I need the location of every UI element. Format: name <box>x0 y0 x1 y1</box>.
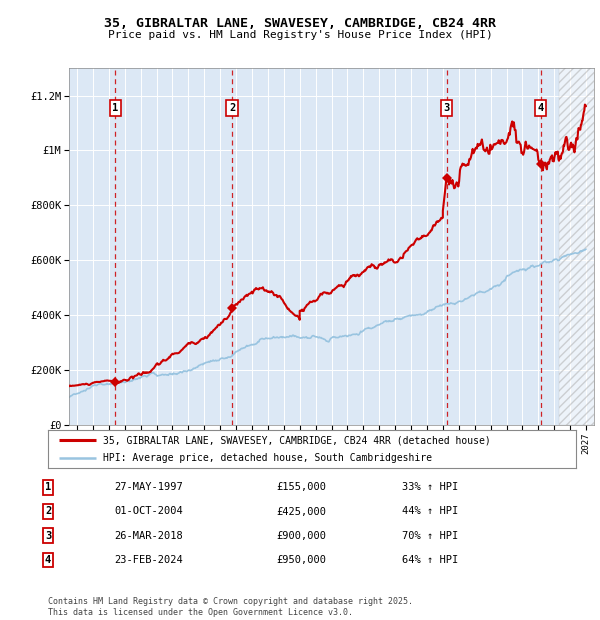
Text: 70% ↑ HPI: 70% ↑ HPI <box>402 531 458 541</box>
Text: 64% ↑ HPI: 64% ↑ HPI <box>402 555 458 565</box>
Text: 33% ↑ HPI: 33% ↑ HPI <box>402 482 458 492</box>
Bar <box>559 68 600 425</box>
Text: 1: 1 <box>45 482 51 492</box>
Text: 35, GIBRALTAR LANE, SWAVESEY, CAMBRIDGE, CB24 4RR: 35, GIBRALTAR LANE, SWAVESEY, CAMBRIDGE,… <box>104 17 496 30</box>
Text: 2: 2 <box>45 507 51 516</box>
Text: 23-FEB-2024: 23-FEB-2024 <box>114 555 183 565</box>
Text: Contains HM Land Registry data © Crown copyright and database right 2025.
This d: Contains HM Land Registry data © Crown c… <box>48 598 413 617</box>
Text: 27-MAY-1997: 27-MAY-1997 <box>114 482 183 492</box>
Text: HPI: Average price, detached house, South Cambridgeshire: HPI: Average price, detached house, Sout… <box>103 453 433 464</box>
Text: £425,000: £425,000 <box>276 507 326 516</box>
Text: 01-OCT-2004: 01-OCT-2004 <box>114 507 183 516</box>
Text: 4: 4 <box>45 555 51 565</box>
Text: 44% ↑ HPI: 44% ↑ HPI <box>402 507 458 516</box>
Text: £155,000: £155,000 <box>276 482 326 492</box>
Text: 2: 2 <box>229 103 235 113</box>
Text: 3: 3 <box>45 531 51 541</box>
Text: 26-MAR-2018: 26-MAR-2018 <box>114 531 183 541</box>
Text: 4: 4 <box>538 103 544 113</box>
Text: 35, GIBRALTAR LANE, SWAVESEY, CAMBRIDGE, CB24 4RR (detached house): 35, GIBRALTAR LANE, SWAVESEY, CAMBRIDGE,… <box>103 435 491 445</box>
Text: £900,000: £900,000 <box>276 531 326 541</box>
Text: 3: 3 <box>443 103 449 113</box>
Text: Price paid vs. HM Land Registry's House Price Index (HPI): Price paid vs. HM Land Registry's House … <box>107 30 493 40</box>
Text: 1: 1 <box>112 103 118 113</box>
Text: £950,000: £950,000 <box>276 555 326 565</box>
